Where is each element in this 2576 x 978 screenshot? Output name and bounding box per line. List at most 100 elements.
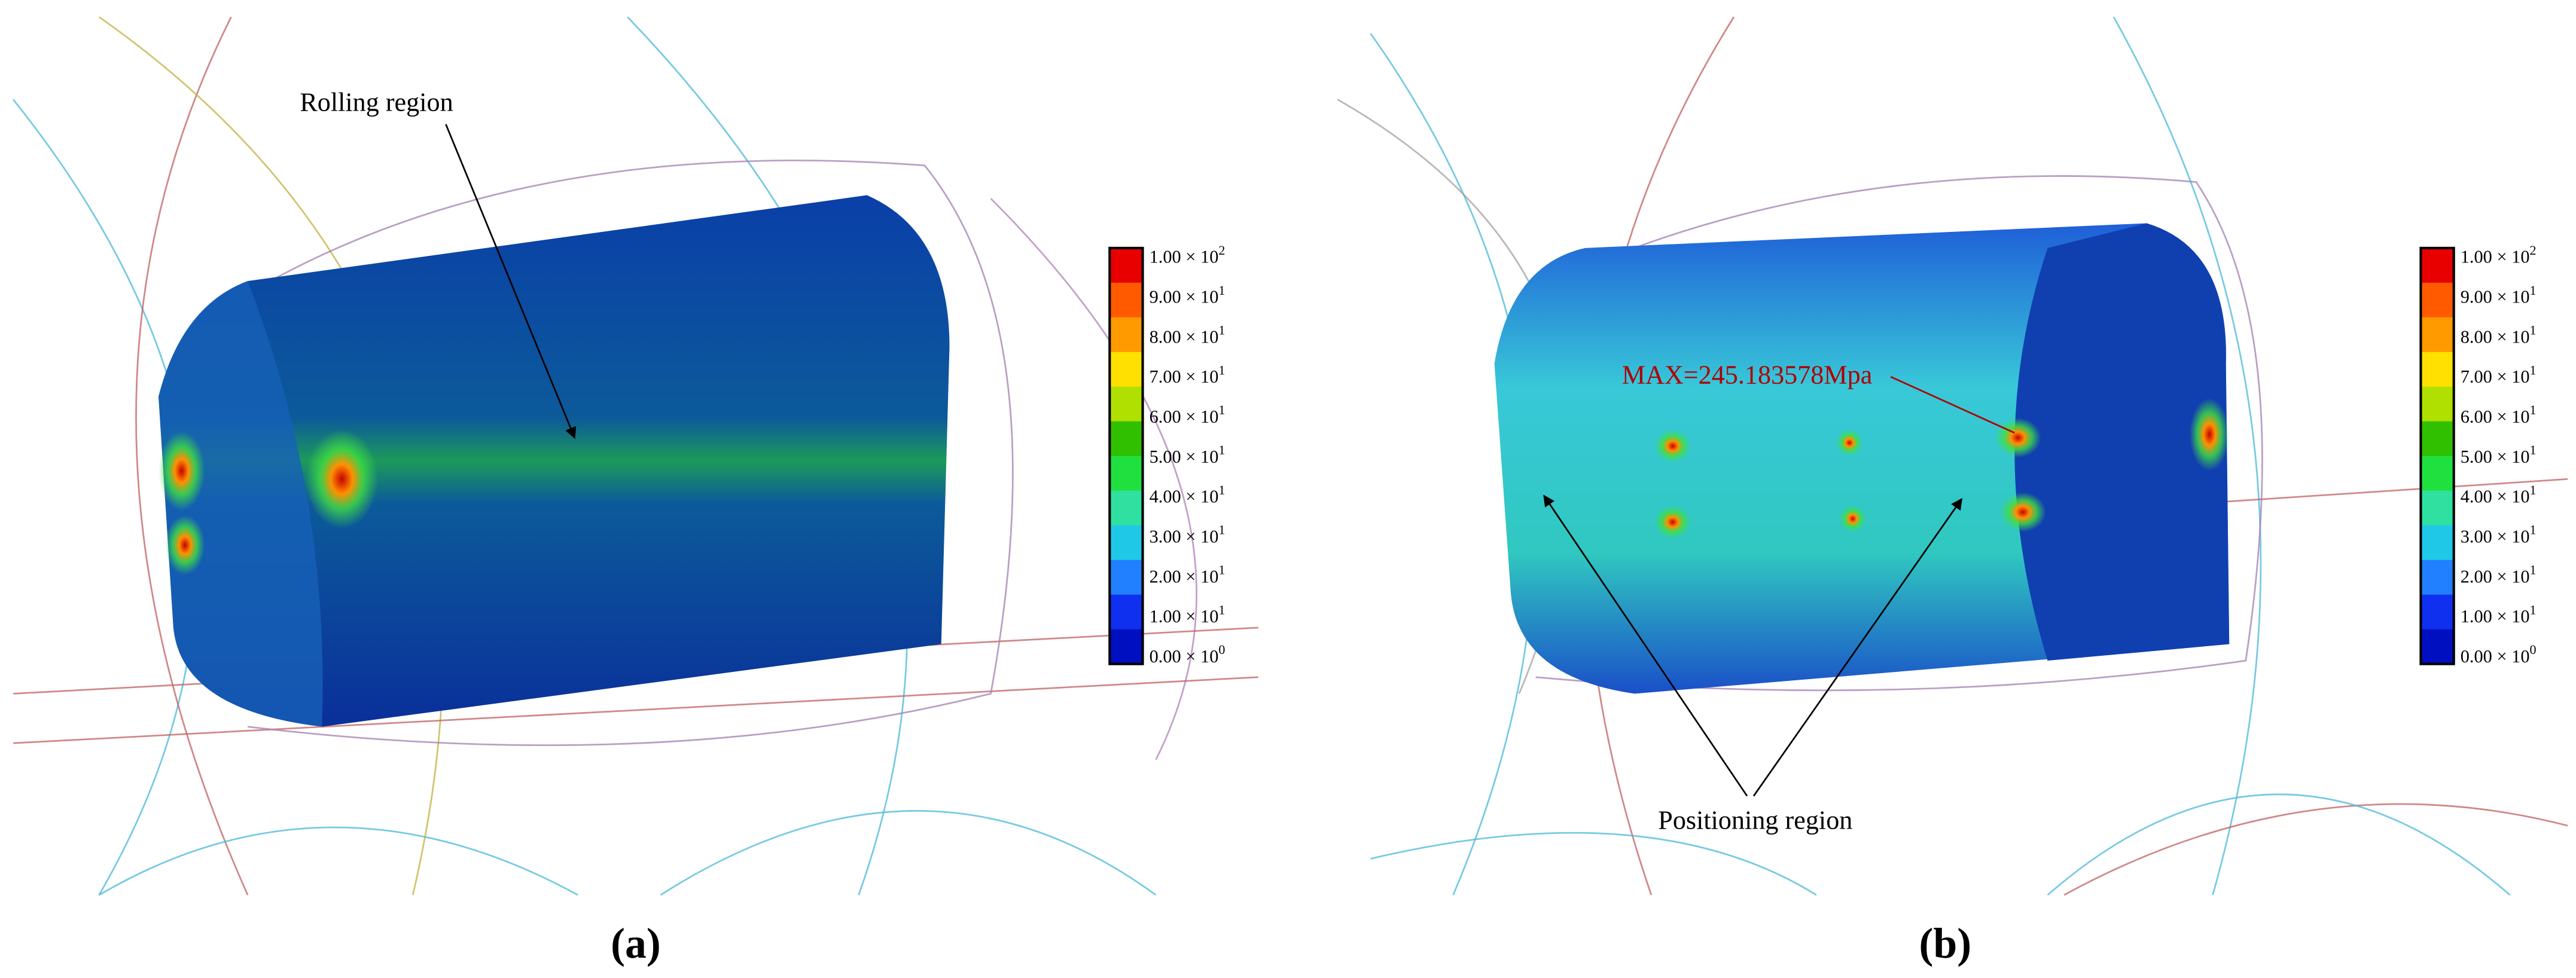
colorbar-label: 4.00 × 101	[2461, 482, 2537, 507]
part-end	[2014, 223, 2230, 661]
colorbar-band	[1109, 282, 1143, 319]
colorbar-label-base: 1.00 × 10	[1150, 606, 1219, 626]
colorbar-label-exp: 1	[1218, 562, 1225, 577]
colorbar-band	[1109, 560, 1143, 596]
colorbar-band	[2420, 317, 2454, 353]
colorbar-label-exp: 1	[1218, 283, 1225, 298]
colorbar-band	[1109, 352, 1143, 388]
colorbar-label: 5.00 × 101	[2461, 442, 2537, 467]
colorbar-label: 0.00 × 100	[2461, 642, 2537, 667]
annotation: MAX=245.183578Mpa	[1622, 360, 1873, 389]
colorbar-label: 2.00 × 101	[1150, 562, 1225, 586]
colorbar-label: 8.00 × 101	[2461, 323, 2537, 347]
colorbar-label-exp: 1	[1218, 323, 1225, 338]
colorbar-label-base: 1.00 × 10	[2461, 247, 2530, 267]
colorbar-band	[2420, 421, 2454, 457]
colorbar-label-base: 7.00 × 10	[1150, 366, 1219, 387]
colorbar-band	[2420, 560, 2454, 596]
colorbar-band	[2420, 629, 2454, 665]
colorbar-label: 9.00 × 101	[1150, 283, 1225, 307]
colorbar-label-base: 7.00 × 10	[2461, 366, 2530, 387]
colorbar-label-base: 5.00 × 10	[1150, 447, 1219, 467]
colorbar-band	[2420, 456, 2454, 492]
colorbar-label-base: 8.00 × 10	[2461, 326, 2530, 347]
colorbar-label-base: 6.00 × 10	[2461, 407, 2530, 427]
colorbar-label-exp: 0	[2530, 642, 2537, 657]
colorbar-band	[1109, 490, 1143, 527]
leader-line	[1890, 376, 2015, 434]
colorbar-label-base: 6.00 × 10	[1150, 407, 1219, 427]
colorbar-label-base: 2.00 × 10	[1150, 566, 1219, 586]
colorbar-label-base: 2.00 × 10	[2461, 566, 2530, 586]
arrow	[445, 124, 577, 439]
colorbar-label-exp: 1	[2530, 522, 2537, 537]
colorbar-label-base: 4.00 × 10	[2461, 487, 2530, 507]
colorbar-band	[2420, 282, 2454, 319]
colorbar-band	[1109, 386, 1143, 423]
hotspot	[2189, 398, 2230, 471]
colorbar-band	[1109, 421, 1143, 457]
panel-label: (b)	[1919, 919, 1971, 967]
part-end	[158, 281, 323, 727]
colorbar-band	[2420, 352, 2454, 388]
annotation: Positioning region	[1658, 806, 1852, 835]
colorbar-label-base: 5.00 × 10	[2461, 447, 2530, 467]
colorbar-label-exp: 1	[1218, 602, 1225, 617]
hotspot	[1999, 492, 2046, 532]
colorbar-label: 6.00 × 101	[1150, 402, 1225, 427]
colorbar-band	[1109, 629, 1143, 665]
colorbar-label-exp: 1	[1218, 522, 1225, 537]
arrow	[1543, 494, 1748, 797]
colorbar-label: 8.00 × 101	[1150, 323, 1225, 347]
colorbar-label-exp: 1	[2530, 283, 2537, 298]
colorbar-label-base: 9.00 × 10	[1150, 287, 1219, 307]
colorbar-label-exp: 2	[2530, 243, 2537, 258]
hotspot	[165, 515, 205, 575]
colorbar-label: 1.00 × 101	[1150, 602, 1225, 626]
colorbar-band	[2420, 490, 2454, 527]
colorbar-label-exp: 1	[2530, 602, 2537, 617]
colorbar-label-exp: 1	[2530, 402, 2537, 417]
colorbar-label: 1.00 × 101	[2461, 602, 2537, 626]
colorbar-label-base: 4.00 × 10	[1150, 487, 1219, 507]
colorbar-label: 4.00 × 101	[1150, 482, 1225, 507]
panel-label: (a)	[611, 919, 661, 967]
colorbar-band	[1109, 247, 1143, 284]
colorbar-label-base: 1.00 × 10	[1150, 247, 1219, 267]
colorbar-band	[1109, 317, 1143, 353]
colorbar-label-base: 0.00 × 10	[1150, 646, 1219, 667]
colorbar-label-base: 0.00 × 10	[2461, 646, 2530, 667]
colorbar-label-base: 3.00 × 10	[2461, 526, 2530, 546]
hotspot	[1836, 429, 1863, 456]
colorbar-frame	[2419, 246, 2455, 665]
colorbar-band	[1109, 456, 1143, 492]
colorbar-label-exp: 2	[1218, 243, 1225, 258]
hotspot	[158, 431, 205, 511]
colorbar-label: 0.00 × 100	[1150, 642, 1225, 667]
colorbar-label: 7.00 × 101	[2461, 362, 2537, 387]
hotspot	[1995, 418, 2041, 458]
hotspot	[1839, 505, 1866, 532]
colorbar-label-exp: 1	[1218, 442, 1225, 457]
colorbar-label-exp: 1	[1218, 402, 1225, 417]
hotspot	[305, 429, 379, 529]
hotspot	[1654, 505, 1691, 539]
colorbar-label-exp: 0	[1218, 642, 1225, 657]
colorbar-label: 1.00 × 102	[1150, 243, 1225, 267]
colorbar-band	[1109, 525, 1143, 561]
colorbar-label: 3.00 × 101	[2461, 522, 2537, 547]
colorbar-label-base: 9.00 × 10	[2461, 287, 2530, 307]
annotation: Rolling region	[300, 88, 453, 117]
colorbar-label-base: 1.00 × 10	[2461, 606, 2530, 626]
colorbar-label-exp: 1	[2530, 323, 2537, 338]
panel-b: MAX=245.183578Mpa Positioning region 1.0…	[1337, 16, 2568, 967]
colorbar-label-exp: 1	[1218, 482, 1225, 497]
colorbar-band	[2420, 247, 2454, 284]
colorbar-band	[1109, 594, 1143, 631]
colorbar-label: 6.00 × 101	[2461, 402, 2537, 427]
colorbar-label: 5.00 × 101	[1150, 442, 1225, 467]
